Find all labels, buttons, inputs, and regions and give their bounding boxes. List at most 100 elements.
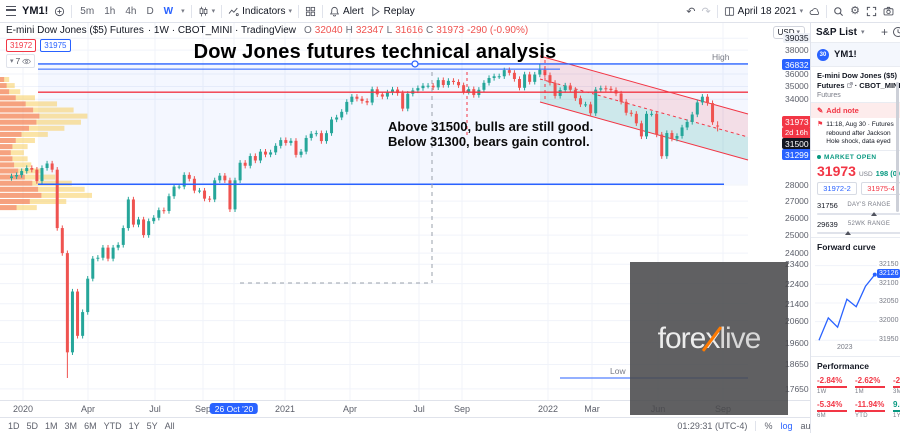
range-3m[interactable]: 3M <box>64 421 78 431</box>
range-1m[interactable]: 1M <box>45 421 58 431</box>
price-tag: 31299 <box>782 149 812 160</box>
right-sidebar: S&P List ▾ + 30 YM1! E-mini Dow Jones ($… <box>810 22 900 433</box>
candle <box>228 180 232 210</box>
candle <box>35 169 39 182</box>
candle <box>462 85 466 92</box>
fullscreen-button[interactable] <box>866 6 877 17</box>
legend-symbol-title[interactable]: E-mini Dow Jones ($5) Futures <box>6 25 144 36</box>
range-1d[interactable]: 1D <box>8 421 20 431</box>
parallel-channel[interactable] <box>539 55 749 161</box>
forward-curve-x-label: 2023 <box>837 343 853 351</box>
alert-chip[interactable]: 31975 <box>40 39 71 52</box>
range-5d[interactable]: 5D <box>26 421 39 431</box>
auto-scale-toggle[interactable]: auto <box>800 421 818 431</box>
candle <box>101 247 105 258</box>
timeframe-4h[interactable]: 4h <box>125 5 137 17</box>
forward-curve-plot <box>815 264 877 341</box>
alert-chip[interactable]: 31972 <box>6 39 37 52</box>
add-symbol-button[interactable]: + <box>880 25 888 39</box>
candle <box>436 80 440 88</box>
alert-button[interactable]: Alert <box>329 6 364 17</box>
high-label: H <box>345 25 353 36</box>
timeframe-5m[interactable]: 5m <box>80 5 95 17</box>
watchlist-row[interactable]: 30 YM1! <box>811 43 900 67</box>
save-button[interactable] <box>809 6 820 17</box>
range-6m[interactable]: 6M <box>84 421 97 431</box>
add-note-button[interactable]: ✎ Add note <box>811 103 900 118</box>
divider <box>826 4 828 18</box>
candle <box>431 85 435 88</box>
candle <box>660 134 664 157</box>
candle <box>197 190 201 192</box>
chart-style-button[interactable]: ▾ <box>198 6 215 17</box>
candle <box>91 258 95 279</box>
range-5y[interactable]: 5Y <box>146 421 158 431</box>
low-value: 31616 <box>395 25 424 36</box>
ask-price[interactable]: 31975-4 <box>861 181 900 195</box>
time-tick: 2021 <box>274 404 296 414</box>
price-chart[interactable]: High Low <box>0 22 782 400</box>
time-tick: 2020 <box>12 404 34 414</box>
bid-price[interactable]: 31972-2 <box>817 181 857 195</box>
timeframe-1h[interactable]: 1h <box>104 5 116 17</box>
candle <box>147 221 151 236</box>
candle <box>711 103 715 123</box>
replay-button[interactable]: Replay <box>370 6 415 17</box>
price-tick: 35000 <box>785 81 809 92</box>
range-1y[interactable]: 1Y <box>128 421 140 431</box>
range-ytd[interactable]: YTD <box>103 421 122 431</box>
performance-cell: 9.65% 1Y <box>893 400 900 419</box>
candle <box>142 219 146 236</box>
time-axis[interactable]: 2020 Apr Jul Sep 26 Oct '20 2021 Apr Jul Sep 2022… <box>0 400 810 418</box>
candle <box>20 171 24 176</box>
candle <box>340 111 344 118</box>
gear-icon: ⚙ <box>850 4 860 17</box>
open-label: O <box>304 25 312 36</box>
redo-button[interactable]: ↷ <box>701 5 711 18</box>
news-item[interactable]: ⚑ 11:18, Aug 30 · Futures rebound after … <box>811 118 900 151</box>
candle <box>10 176 13 178</box>
search-button[interactable] <box>833 6 844 17</box>
price-tick: 34000 <box>785 94 809 105</box>
clock-readout[interactable]: 01:29:31 (UTC-4) <box>677 421 748 431</box>
calendar-button[interactable] <box>892 26 900 38</box>
indicators-button[interactable]: Indicators ▾ <box>228 6 292 17</box>
candle <box>645 113 648 137</box>
watchlist-title[interactable]: S&P List <box>816 26 857 38</box>
main-menu-button[interactable] <box>6 6 16 16</box>
settings-button[interactable]: ⚙ <box>850 4 860 17</box>
chevron-down-icon[interactable]: ▾ <box>860 28 865 36</box>
sidebar-scrollbar[interactable] <box>896 82 899 212</box>
timeframe-1w[interactable]: W <box>163 5 174 17</box>
candle <box>548 75 552 83</box>
chevron-down-icon: ▾ <box>799 7 804 15</box>
52wk-range-label: 52WK RANGE <box>847 221 891 227</box>
candle <box>279 140 283 146</box>
percent-scale-toggle[interactable]: % <box>764 421 773 431</box>
candle <box>65 253 69 353</box>
object-tree-chip[interactable]: ▾ 7 <box>6 54 36 68</box>
news-headline: 11:18, Aug 30 · Futures rebound after Ja… <box>826 121 894 145</box>
templates-button[interactable] <box>305 6 316 17</box>
forward-curve-chart: 32150 32100 32050 32000 31950 32126 2023 <box>811 254 900 356</box>
watchlist-symbol[interactable]: YM1! <box>834 49 857 60</box>
candle <box>218 175 222 181</box>
candle <box>502 70 506 77</box>
chart-legend[interactable]: E-mini Dow Jones ($5) Futures · 1W · CBO… <box>6 25 528 36</box>
range-all[interactable]: All <box>164 421 175 431</box>
symbol-logo: 30 <box>817 48 829 61</box>
undo-button[interactable]: ↶ <box>686 5 696 18</box>
forward-curve-last-dot <box>872 272 877 277</box>
log-scale-toggle[interactable]: log <box>780 421 793 431</box>
divider <box>322 4 324 18</box>
performance-bar <box>893 385 900 388</box>
compare-button[interactable] <box>54 6 65 17</box>
chevron-down-icon[interactable]: ▾ <box>181 7 185 15</box>
performance-cell: -2.84% 1W <box>817 376 855 395</box>
price-tick: 20600 <box>785 315 809 326</box>
symbol-button[interactable]: YM1! <box>22 5 49 17</box>
layout-select-button[interactable]: April 18 2021 ▾ <box>724 6 803 17</box>
snapshot-button[interactable] <box>883 6 894 17</box>
symbol-full-name[interactable]: E-mini Dow Jones ($5) Futures · CBOT_MIN… <box>817 71 900 90</box>
timeframe-1d[interactable]: D <box>146 5 154 17</box>
